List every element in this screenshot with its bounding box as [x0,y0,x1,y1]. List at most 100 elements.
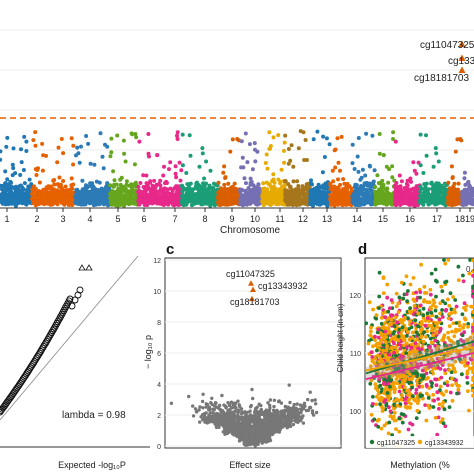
manhattan-point [101,166,106,171]
manhattan-point [55,160,60,165]
manhattan-point [103,142,107,147]
manhattan-point [52,182,57,187]
manhattan-point [311,188,316,193]
manhattan-point [322,155,327,159]
manhattan-point [426,200,431,205]
manhattan-point [223,176,228,180]
manhattan-point [49,186,54,191]
manhattan-point [374,191,379,196]
manhattan-point [190,191,195,195]
manhattan-point [9,195,14,200]
manhattan-point [157,195,162,200]
manhattan-point [246,186,251,190]
manhattan-point [240,193,244,198]
manhattan-panel: cg11047325 cg1334 cg18181703 12345678910… [0,29,474,236]
manhattan-point [459,138,464,143]
manhattan-point [216,180,221,185]
manhattan-point [84,134,89,138]
manhattan-point [367,199,372,204]
manhattan-point [333,165,338,170]
manhattan-point [245,160,250,165]
manhattan-point [104,183,109,188]
volcano-y-tick-label: 12 [153,258,161,265]
manhattan-point [433,146,438,151]
manhattan-point [305,197,310,202]
manhattan-point [330,188,335,193]
manhattan-point [277,199,282,204]
manhattan-point [23,191,28,196]
manhattan-point [355,154,360,159]
manhattan-point [450,201,455,206]
manhattan-point [0,149,3,154]
manhattan-point [141,189,146,194]
manhattan-point [451,189,456,194]
manhattan-point [98,131,103,136]
qq-point [76,286,84,294]
manhattan-point [143,197,148,202]
manhattan-point [301,130,306,135]
manhattan-point [109,136,114,141]
manhattan-point [342,189,347,194]
manhattan-point [111,169,116,174]
manhattan-point [393,193,398,198]
panel-label-c: c [166,241,174,258]
manhattan-point [230,196,235,201]
manhattan-point [148,189,153,194]
manhattan-point [338,168,342,173]
manhattan-point [59,137,64,141]
manhattan-point [22,134,27,139]
manhattan-point [467,183,472,188]
manhattan-point [221,170,226,175]
manhattan-point [436,159,441,164]
manhattan-point [276,133,281,138]
manhattan-point [109,150,114,155]
manhattan-point [283,179,287,184]
manhattan-point [58,182,63,187]
manhattan-point [24,139,29,144]
manhattan-point [261,181,266,186]
manhattan-point [164,201,169,206]
manhattan-point [330,168,335,173]
manhattan-point [384,202,389,207]
manhattan-point [373,185,378,189]
manhattan-point [340,202,345,207]
manhattan-point [113,197,118,202]
manhattan-point [222,182,227,187]
manhattan-point [10,173,15,178]
manhattan-point [45,186,50,191]
manhattan-point [327,142,332,147]
manhattan-point [332,148,337,153]
manhattan-point [255,202,260,207]
manhattan-point [179,168,184,173]
manhattan-point [168,160,173,165]
volcano-point [249,403,253,408]
manhattan-tick-label: 19 [465,214,474,224]
manhattan-point [133,132,138,136]
manhattan-point [94,196,98,201]
manhattan-point [242,176,247,181]
manhattan-point [90,197,94,202]
manhattan-point [248,191,253,196]
manhattan-point [222,164,227,169]
manhattan-point [3,181,8,185]
manhattan-point [364,131,369,136]
manhattan-point [44,153,48,158]
manhattan-point [290,203,295,208]
manhattan-point [452,181,457,186]
manhattan-point [453,149,458,154]
manhattan-point [251,183,256,188]
qq-hit-marker [85,264,93,271]
manhattan-point [194,185,199,190]
manhattan-point [175,137,180,141]
manhattan-point [411,191,416,196]
manhattan-point [266,201,271,206]
manhattan-point [247,198,252,203]
manhattan-tick-label: 8 [202,214,207,224]
manhattan-point [256,182,261,187]
manhattan-point [16,187,21,192]
manhattan-point [158,178,163,183]
manhattan-point [315,129,320,134]
manhattan-point [3,198,8,203]
manhattan-point [79,144,83,149]
manhattan-point [403,201,408,205]
